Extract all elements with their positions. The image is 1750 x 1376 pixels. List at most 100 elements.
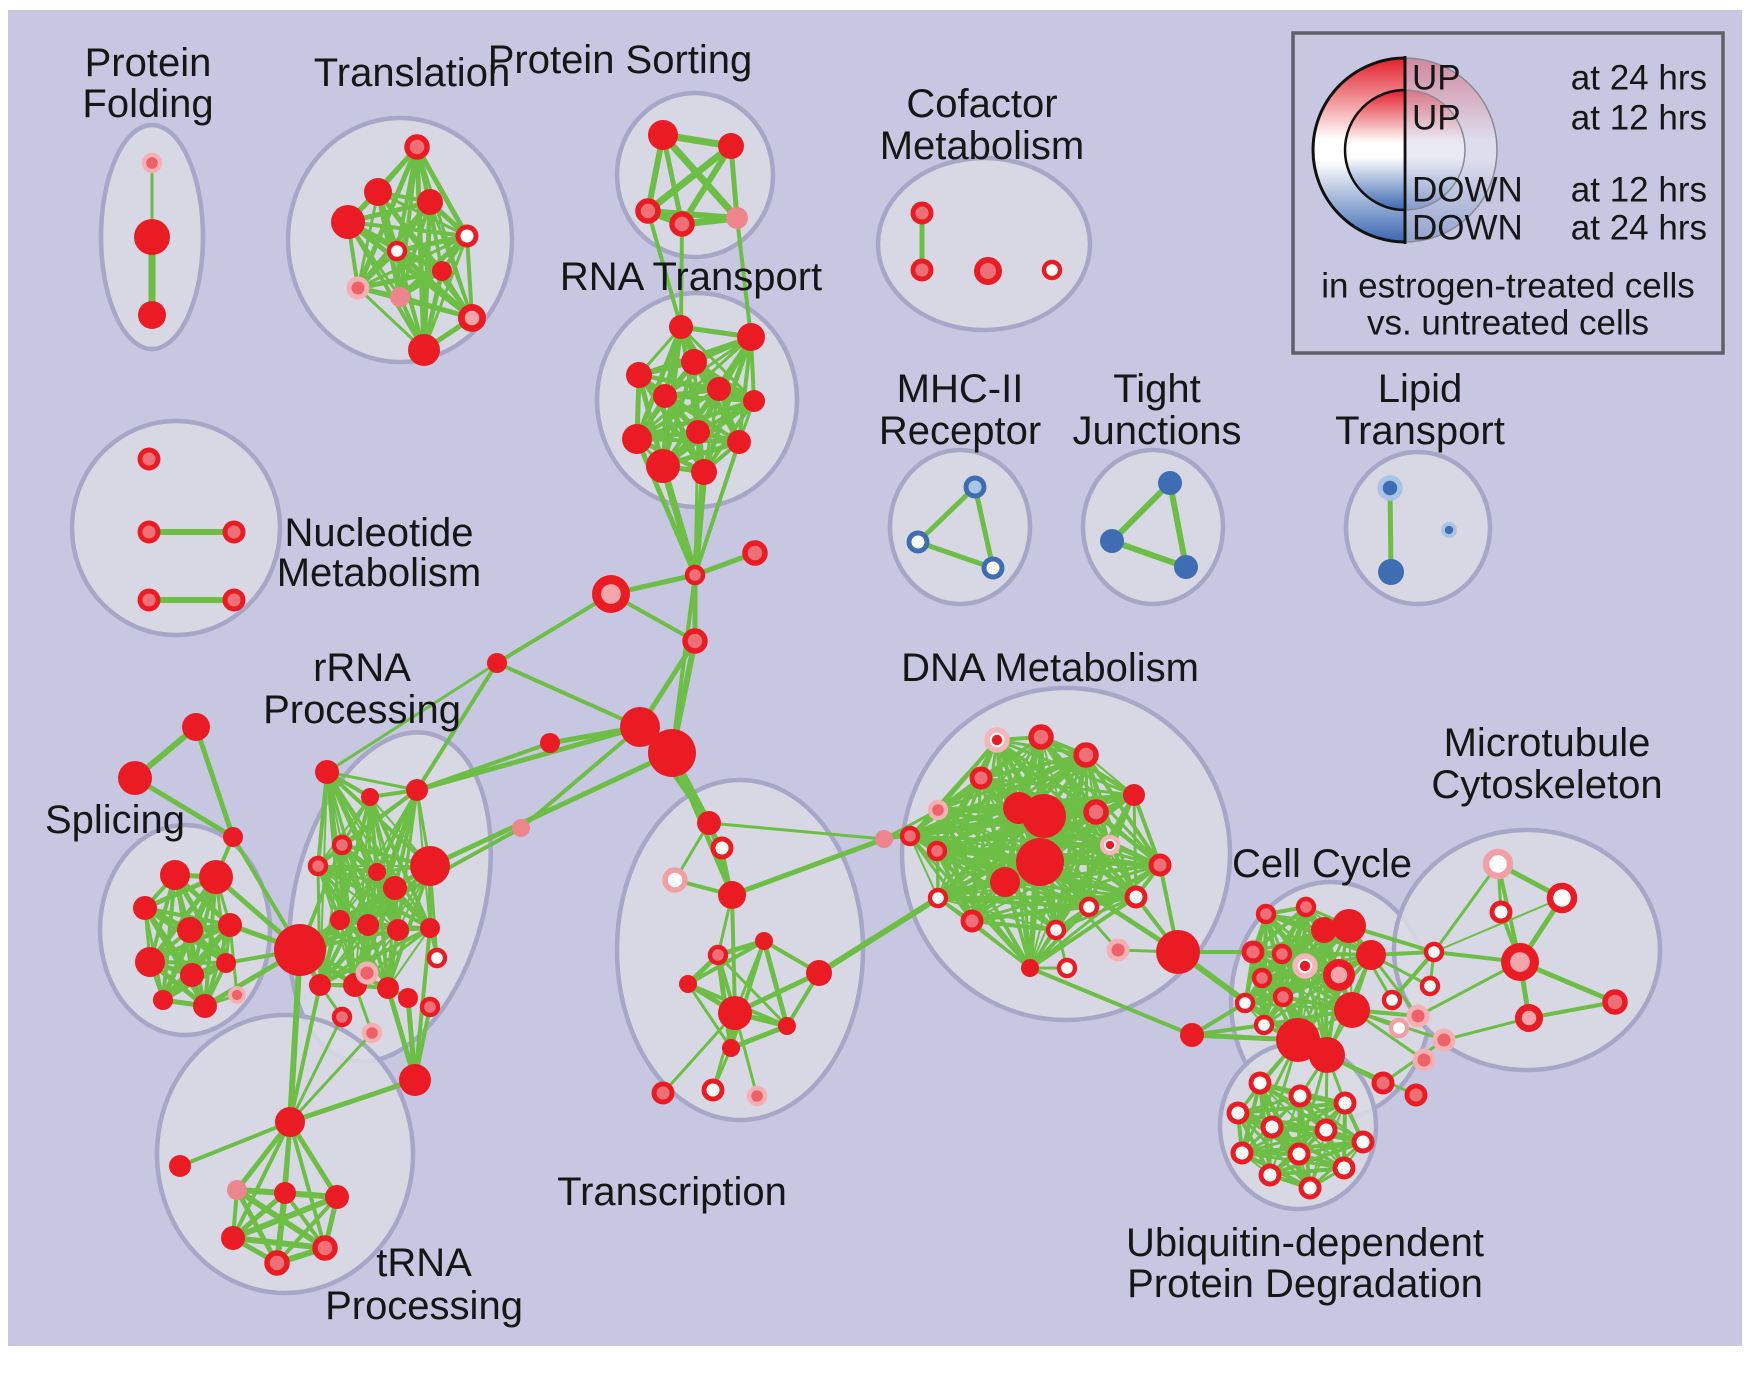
cluster-label-ubiquitin-degradation-line1: Ubiquitin-dependent [1126,1221,1484,1265]
node-pinkred [926,840,948,862]
edge [1240,1128,1328,1155]
node-pinkred [1148,853,1172,877]
node-solid [722,1039,740,1057]
node-halo [361,1022,383,1044]
node-pinkred [910,201,934,225]
edge [1028,863,1162,970]
legend-time-label: at 12 hrs [1571,171,1707,210]
edge [318,928,400,987]
node-halo [927,799,949,821]
legend-time-label: at 12 hrs [1571,99,1707,138]
edge [230,1194,340,1241]
node-ring [1423,941,1445,963]
node-halo [1432,1028,1456,1052]
edge [1387,485,1394,575]
node-solid [697,811,721,835]
node-solid [199,860,233,894]
edge [693,430,700,577]
node-ring [701,1078,725,1102]
node-solid [718,881,746,909]
edge [635,387,721,441]
node-halo [746,1085,768,1107]
node-pinkred [307,855,329,877]
edge [1094,810,1162,867]
edge [287,1077,418,1125]
node-pinkred [331,834,353,856]
cluster-ellipse-nucleotide-metabolism [69,418,283,638]
node-ring [386,240,408,262]
node-solid [315,760,339,784]
edge [1416,960,1522,1018]
edge [1167,480,1189,570]
node-solid [364,178,392,206]
node-pinkred [1295,896,1317,918]
cluster-label-mhc-ii-receptor-line1: MHC-II [897,367,1024,411]
edge [716,953,789,1028]
edge [1251,905,1308,954]
edge [730,893,737,1015]
edge [495,661,642,729]
node-solid [118,761,152,795]
node-pink [390,287,410,307]
node-halo [1406,1004,1430,1028]
edge [178,1120,292,1168]
node-solid [646,449,680,483]
edge [661,1011,737,1095]
legend-caption-line2: vs. untreated cells [1367,304,1649,343]
edge [1268,1101,1347,1177]
edge [1037,859,1181,955]
edge [495,592,613,665]
edge [980,777,1161,866]
legend-inner-circle-faded-half [1404,89,1466,211]
edge [663,394,756,403]
cluster-label-lipid-transport-line2: Transport [1335,409,1505,453]
node-pinkred [1083,799,1109,825]
edge [660,132,685,227]
edge [414,144,470,239]
node-solid [679,975,697,993]
node-halo [346,276,370,300]
node-solid [681,349,707,375]
legend: UP at 24 hrs UP at 12 hrs DOWN at 12 hrs DOWN a… [1291,31,1725,355]
node-solid [357,914,379,936]
cluster-label-ubiquitin-degradation-line2: Protein Degradation [1127,1262,1483,1306]
edge [1433,897,1563,953]
node-ring [1258,1163,1282,1187]
node-solid [755,932,773,950]
node-solid [718,133,744,159]
node-core [1330,966,1348,984]
node-solid [361,788,379,806]
node-pink [726,207,748,229]
cluster-ellipse-trna-processing [154,1012,416,1296]
edge [693,440,741,577]
node-solid [1022,794,1066,838]
node-ringpink [662,867,688,893]
cluster-label-mhc-ii-receptor-line2: Receptor [879,409,1041,453]
edge [909,835,939,899]
edge [288,1120,327,1250]
edge [427,750,675,869]
node-ring [1351,1130,1375,1154]
cluster-label-dna-metabolism: DNA Metabolism [901,646,1199,690]
node-solid [1156,930,1200,974]
node-solid [221,1226,245,1250]
node-ring [1287,1142,1311,1166]
cluster-label-trna-processing-line1: tRNA [376,1241,472,1285]
edge [1527,1000,1617,1020]
edge [634,398,757,442]
legend-direction-label: UP [1412,99,1461,138]
node-solid [718,996,752,1030]
edge [908,834,1112,847]
edge [882,808,940,841]
edge [288,983,322,1124]
edge [679,325,756,403]
node-solid [487,653,507,673]
legend-time-label: at 24 hrs [1571,59,1707,98]
cluster-label-rrna-processing-line1: rRNA [313,646,411,690]
edge [355,268,445,291]
node-solid [399,1064,431,1096]
node-pinkred [684,564,706,586]
node-core [1510,952,1530,972]
node-pinkred [635,198,661,224]
